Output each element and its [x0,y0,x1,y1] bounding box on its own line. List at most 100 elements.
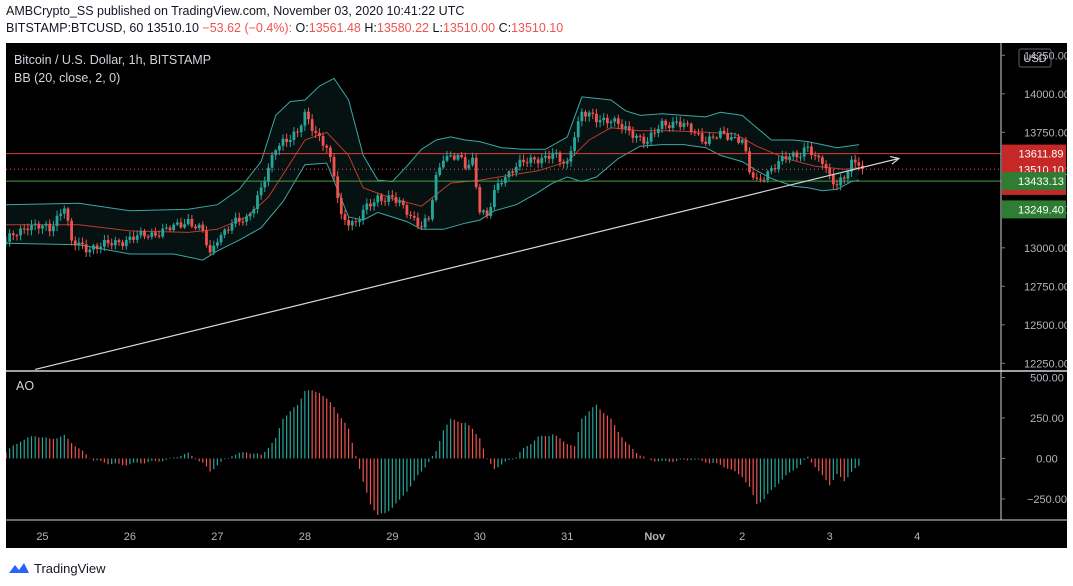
candle-body [708,136,711,144]
candle-body [92,245,95,250]
candle-body [372,202,376,207]
candle-body [77,242,81,246]
candle-body [350,221,354,226]
footer-brand[interactable]: TradingView [8,558,106,578]
candle-body [241,221,245,223]
candle-body [259,187,263,196]
price-tag-box [1002,200,1066,219]
time-tick-label: 26 [124,531,136,543]
candle-body [755,177,759,179]
candle-body [748,151,751,173]
candle-body [70,220,74,241]
price-tag-label: 13433.13 [1018,176,1064,188]
candle-body [850,159,853,172]
trendline [35,156,901,371]
candle-body [183,224,186,228]
author-name[interactable]: AMBCrypto_SS [6,4,94,18]
candle-body [460,154,463,158]
candle-body [336,176,340,199]
bb-upper-line [5,77,859,212]
candle-body [682,123,686,127]
candle-body [536,159,540,164]
candle-body [503,177,507,184]
candle-body [635,135,638,138]
price-tick-label: 12750.00 [1024,281,1067,293]
candle-body [569,150,573,162]
chart-svg[interactable]: 14250.0014000.0013750.0013500.0013250.00… [4,43,1070,548]
candle-body [678,121,682,127]
high-value: 13580.22 [376,21,430,35]
candle-body [15,235,19,237]
candle-body [485,210,489,216]
currency-box[interactable] [1018,48,1052,68]
candle-body [624,126,627,129]
candle-body [613,118,617,122]
candle-body [234,217,238,224]
candle-body [30,225,33,231]
candle-body [799,156,802,158]
candle-body [179,222,183,228]
candle-body [671,121,675,128]
published-text: published on TradingView.com, November 0… [97,4,465,18]
candle-body [48,223,52,232]
candle-body [729,137,733,140]
candle-body [215,242,219,246]
candle-body [522,159,525,163]
candle-body [230,223,234,231]
candle-body [168,227,172,231]
candle-body [842,177,846,179]
candle-body [423,218,427,228]
brand-name: TradingView [34,560,106,576]
candle-body [103,240,106,247]
candle-body [649,132,653,142]
candle-body [292,131,296,141]
candle-body [780,156,784,162]
candle-body [405,205,409,215]
candle-body [427,218,431,220]
price-change: −53.62 (−0.4%): [202,21,293,35]
candle-body [205,230,208,246]
candle-body [689,123,693,133]
candle-body [412,216,416,218]
candle-body [471,157,474,165]
candle-body [208,245,212,253]
candle-body [828,168,832,175]
candle-body [660,120,664,129]
high-label: H: [364,21,377,35]
currency-label: USD [1023,53,1046,65]
candle-body [376,195,380,203]
candle-body [274,150,278,155]
tradingview-logo-icon [9,563,29,573]
candle-body [726,133,730,140]
candle-body [496,183,500,190]
candle-body [117,240,121,243]
candle-body [788,156,792,160]
chart-area[interactable]: 14250.0014000.0013750.0013500.0013250.00… [4,43,1070,548]
candle-body [37,223,41,229]
candle-body [609,121,613,124]
candle-body [595,113,598,123]
bb-lower-line [5,144,860,261]
candle-body [128,236,132,241]
ohlc-line: BITSTAMP:BTCUSD, 60 13510.10 −53.62 (−0.… [6,21,563,35]
candle-body [401,200,405,206]
candle-body [164,227,168,229]
candle-body [150,232,154,237]
candle-body [565,161,569,164]
candle-body [700,133,704,142]
candle-body [452,155,456,160]
candle-body [759,178,762,180]
candle-body [154,232,157,236]
candle-body [172,224,176,231]
last-price: 13510.10 [146,21,199,35]
candle-body [529,157,533,163]
candle-body [387,195,391,202]
candle-body [398,200,402,203]
candle-body [558,152,562,162]
ao-tick-label: 250.00 [1030,413,1064,425]
candle-body [252,209,256,214]
candle-body [285,138,289,143]
open-value: 13561.48 [308,21,361,35]
candle-body [813,155,817,157]
